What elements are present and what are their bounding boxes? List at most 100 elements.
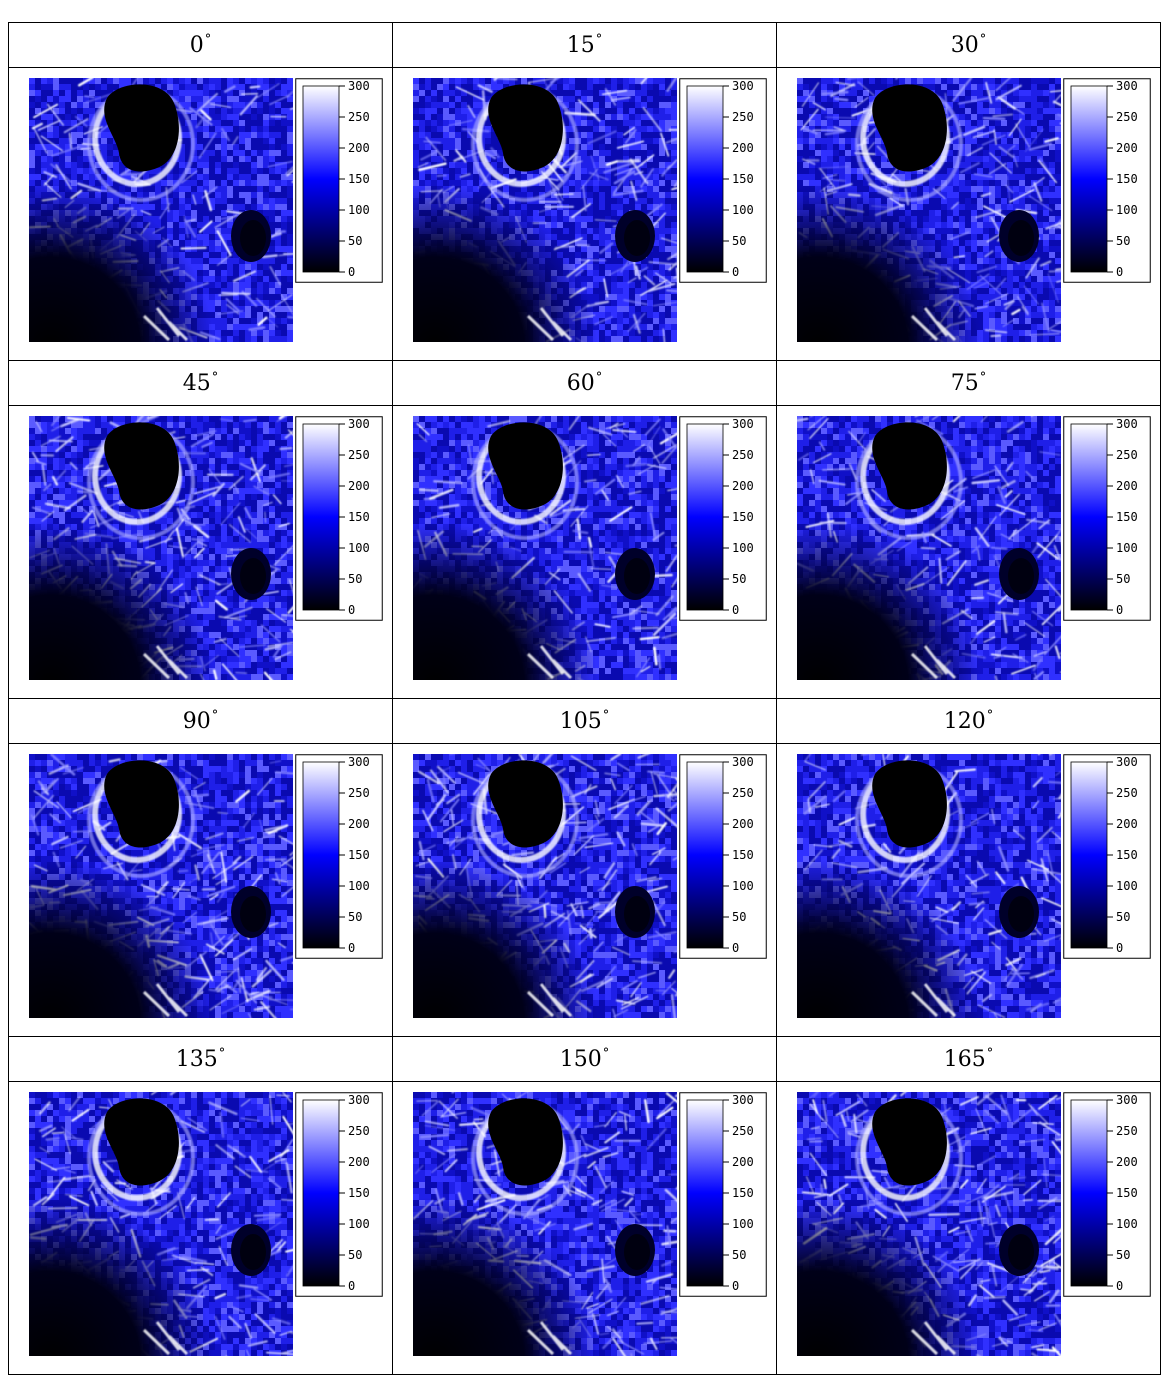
colorbar-tick-label: 300 [732, 1093, 754, 1107]
colorbar-gradient [1071, 424, 1107, 610]
colorbar-tick-label: 250 [1116, 448, 1138, 462]
colorbar-tick-label: 150 [348, 510, 370, 524]
angle-header-90: 90° [9, 699, 393, 744]
intensity-image [413, 754, 677, 1018]
angle-value: 60 [567, 371, 595, 396]
colorbar-gradient [687, 424, 723, 610]
angle-value: 45 [183, 371, 211, 396]
degree-symbol: ° [219, 1046, 226, 1061]
colorbar-tick-label: 100 [1116, 1217, 1138, 1231]
angle-header-30: 30° [777, 23, 1161, 68]
colorbar-tick-label: 0 [1116, 1279, 1123, 1293]
colorbar-tick-label: 200 [1116, 1155, 1138, 1169]
angle-value: 105 [560, 709, 602, 734]
colorbar-tick-label: 0 [732, 603, 739, 617]
angle-value: 30 [951, 33, 979, 58]
degree-symbol: ° [603, 1046, 610, 1061]
colorbar-tick-label: 200 [348, 479, 370, 493]
angle-header-60: 60° [393, 361, 777, 406]
colorbar-gradient [303, 86, 339, 272]
colorbar-tick-label: 250 [1116, 786, 1138, 800]
colorbar-tick-label: 200 [732, 479, 754, 493]
angle-header-row: 45°60°75° [9, 361, 1161, 406]
angle-header-135: 135° [9, 1037, 393, 1082]
colorbar-tick-label: 50 [1116, 910, 1130, 924]
colorbar-tick-label: 50 [348, 1248, 362, 1262]
colorbar-tick-label: 100 [1116, 879, 1138, 893]
degree-symbol: ° [987, 1046, 994, 1061]
degree-symbol: ° [205, 32, 212, 47]
colorbar-tick-label: 300 [732, 755, 754, 769]
colorbar-tick-label: 50 [732, 572, 746, 586]
colorbar-tick-label: 100 [348, 203, 370, 217]
caption-strip-cropped [0, 0, 1161, 22]
colorbar-tick-label: 200 [348, 817, 370, 831]
colorbar-tick-label: 250 [732, 1124, 754, 1138]
colorbar-tick-label: 200 [732, 817, 754, 831]
angle-value: 15 [567, 33, 595, 58]
intensity-image [797, 1092, 1061, 1356]
colorbar-tick-label: 250 [1116, 110, 1138, 124]
colorbar-tick-label: 250 [1116, 1124, 1138, 1138]
degree-symbol: ° [212, 370, 219, 385]
angle-header-75: 75° [777, 361, 1161, 406]
colorbar-tick-label: 50 [1116, 234, 1130, 248]
colorbar-tick-label: 250 [732, 110, 754, 124]
angle-value: 75 [951, 371, 979, 396]
colorbar-tick-label: 100 [732, 879, 754, 893]
colorbar-tick-label: 200 [1116, 141, 1138, 155]
intensity-image [29, 1092, 293, 1356]
intensity-image [797, 754, 1061, 1018]
colorbar-tick-label: 50 [1116, 572, 1130, 586]
colorbar-gradient [303, 1100, 339, 1286]
degree-symbol: ° [980, 32, 987, 47]
angle-value: 150 [560, 1047, 602, 1072]
degree-symbol: ° [987, 708, 994, 723]
angle-value: 0 [190, 33, 204, 58]
colorbar-tick-label: 150 [1116, 510, 1138, 524]
angle-header-row: 90°105°120° [9, 699, 1161, 744]
colorbar-tick-label: 100 [1116, 203, 1138, 217]
degree-symbol: ° [596, 32, 603, 47]
intensity-image [29, 416, 293, 680]
colorbar-tick-label: 250 [348, 110, 370, 124]
colorbar-tick-label: 100 [348, 879, 370, 893]
colorbar-gradient [687, 762, 723, 948]
angle-value: 135 [176, 1047, 218, 1072]
colorbar-tick-label: 100 [732, 203, 754, 217]
colorbar-tick-label: 300 [1116, 79, 1138, 93]
colorbar-tick-label: 50 [1116, 1248, 1130, 1262]
colorbar-tick-label: 250 [348, 786, 370, 800]
colorbar-tick-label: 150 [732, 1186, 754, 1200]
colorbar-tick-label: 250 [732, 448, 754, 462]
colorbar-tick-label: 250 [348, 448, 370, 462]
angle-header-120: 120° [777, 699, 1161, 744]
degree-symbol: ° [603, 708, 610, 723]
angle-header-165: 165° [777, 1037, 1161, 1082]
colorbar-tick-label: 150 [1116, 1186, 1138, 1200]
colorbar-tick-label: 100 [348, 541, 370, 555]
colorbar-tick-label: 150 [348, 172, 370, 186]
colorbar-tick-label: 0 [348, 603, 355, 617]
colorbar-tick-label: 200 [1116, 817, 1138, 831]
colorbar-tick-label: 150 [348, 1186, 370, 1200]
colorbar-tick-label: 50 [732, 910, 746, 924]
colorbar-tick-label: 150 [1116, 848, 1138, 862]
degree-symbol: ° [980, 370, 987, 385]
intensity-image [413, 1092, 677, 1356]
intensity-image [413, 78, 677, 342]
